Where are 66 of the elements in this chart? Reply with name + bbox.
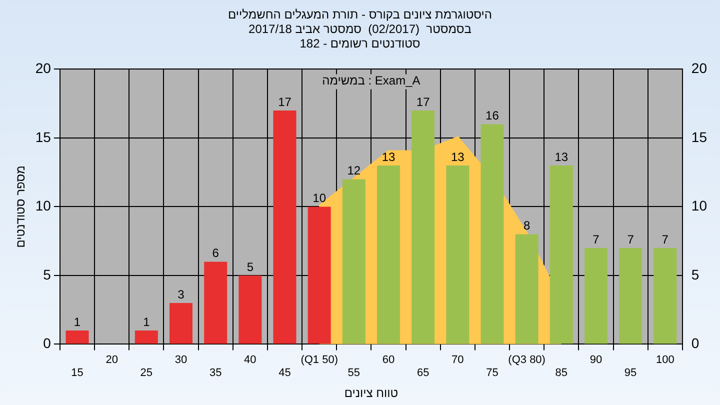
data-label: 13 [382, 150, 396, 164]
data-label: 7 [627, 232, 634, 246]
x-tick-label: 15 [71, 367, 84, 380]
bar [273, 110, 296, 344]
bar [342, 179, 366, 344]
bar [204, 262, 228, 344]
y2-tick-label: 10 [691, 198, 708, 214]
bar [584, 248, 608, 344]
bar [619, 248, 642, 344]
x-tick-label: 100 [656, 354, 674, 366]
bar [550, 165, 573, 344]
data-label: 13 [554, 150, 568, 164]
data-label: 7 [592, 232, 600, 246]
data-label: 13 [450, 150, 465, 164]
bar [170, 302, 193, 344]
x-tick-label: 40 [244, 354, 256, 366]
y-tick-label: 20 [35, 60, 52, 76]
x-axis-title: טווח ציונים [344, 386, 398, 400]
bar [376, 165, 400, 344]
x-tick-label: (Q3 80) [508, 354, 546, 366]
data-label: 1 [143, 314, 150, 329]
y-tick-label: 0 [43, 335, 52, 352]
x-tick-label: (Q1 50) [300, 354, 338, 366]
x-tick-label: 70 [452, 354, 464, 366]
y-tick-label: 15 [35, 128, 52, 145]
data-label: 1 [74, 314, 81, 329]
y2-tick-label: 20 [691, 60, 708, 76]
bar [654, 248, 677, 344]
x-tick-label: 45 [278, 367, 291, 380]
x-tick-label: 30 [174, 354, 188, 366]
bar [238, 275, 262, 344]
x-tick-label: 95 [624, 367, 637, 380]
data-label: 3 [178, 287, 185, 302]
y2-tick-label: 0 [691, 335, 700, 352]
bar [412, 110, 435, 344]
data-label: 17 [278, 94, 292, 109]
bar [480, 124, 504, 344]
data-label: 8 [523, 218, 530, 233]
bar [134, 330, 158, 344]
x-tick-label: 25 [140, 367, 153, 380]
y2-tick-label: 5 [691, 266, 700, 282]
annotation: במשימה : Exam_A [322, 74, 420, 88]
x-tick-label: 75 [486, 367, 498, 380]
x-tick-label: 20 [106, 354, 118, 366]
bar [66, 330, 89, 344]
y-tick-label: 5 [43, 266, 52, 282]
bar [446, 165, 470, 344]
bar [515, 234, 538, 344]
bar [308, 206, 331, 344]
data-label: 16 [486, 108, 500, 123]
x-tick-label: 35 [209, 367, 222, 380]
x-tick-label: 85 [555, 367, 568, 380]
data-label: 12 [347, 164, 361, 178]
y-axis-title: מספר סטודנטים [14, 166, 28, 248]
data-label: 17 [416, 94, 430, 109]
data-label: 5 [246, 260, 254, 274]
x-tick-label: 60 [382, 354, 395, 366]
chart-title: היסטוגרמת ציונים בקורס - תורת המעגלים החשמליים בסמסטר (02/2017) סמסטר אביב 2017/18 סטודנטים רשומים - 182 [228, 8, 492, 50]
y2-tick-label: 15 [691, 128, 708, 145]
x-tick-label: 90 [590, 354, 602, 366]
data-label: 6 [212, 246, 220, 260]
data-label: 10 [312, 191, 326, 206]
data-label: 7 [662, 232, 669, 246]
y-tick-label: 10 [35, 198, 52, 214]
x-tick-label: 55 [348, 367, 360, 380]
x-tick-label: 65 [416, 367, 430, 380]
